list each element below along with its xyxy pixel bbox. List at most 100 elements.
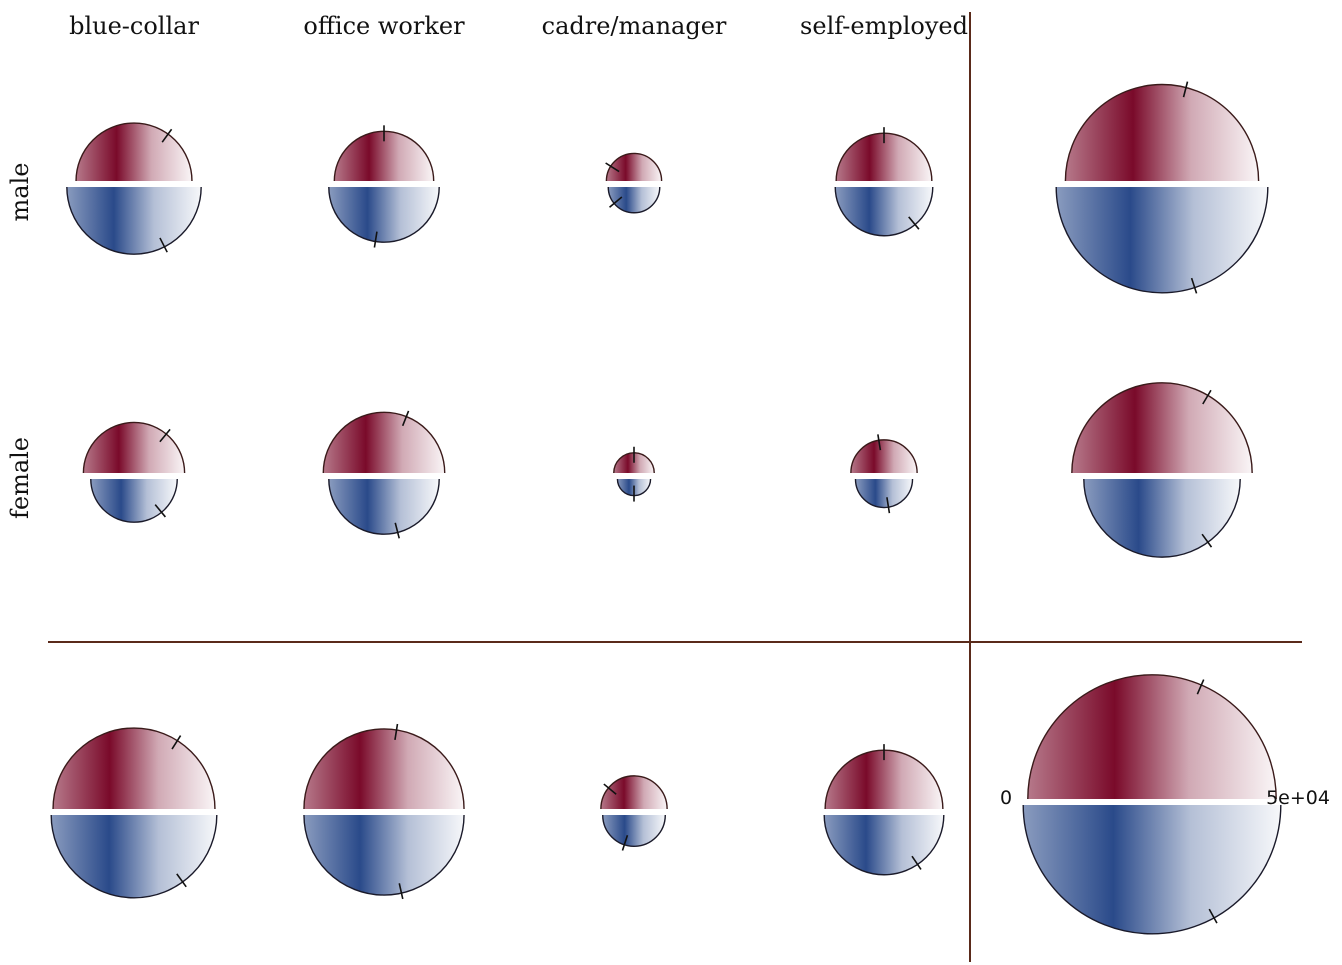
top-tick-male-blue-collar [161,128,173,143]
top-arc-female-self-employed [850,439,918,474]
top-half-total [1027,674,1277,799]
bottom-arc-female-self-employed [854,478,914,509]
top-half-female-self-employed [850,439,918,473]
top-half-margin-cadre-manager [600,775,668,809]
bottom-tick-margin-female [1201,533,1213,548]
bottom-half-female-self-employed [855,479,913,508]
bottom-arc-male-blue-collar [66,186,202,255]
top-tick-female-blue-collar [159,428,171,443]
top-tick-margin-female [1202,389,1212,405]
bottom-tick-male-self-employed [908,216,920,230]
bottom-half-female-office-worker [328,479,440,535]
column-label-office-worker: office worker [303,12,465,40]
top-half-margin-blue-collar [53,728,215,809]
glyph-female-self-employed [850,434,918,514]
bottom-tick-male-office-worker [373,231,378,248]
row-label-female: female [6,437,34,519]
bottom-arc-margin-cadre-manager [602,814,666,847]
bottom-tick-male-cadre-manager [609,196,623,208]
bottom-half-margin-office-worker [303,815,465,896]
bottom-half-male-self-employed [835,187,933,236]
top-arc-margin-blue-collar [52,727,216,810]
bottom-arc-female-office-worker [328,478,440,535]
top-half-margin-office-worker [303,728,465,809]
top-arc-margin-female [1071,382,1253,474]
top-tick-margin-blue-collar [171,735,182,750]
bottom-arc-male-office-worker [328,186,440,243]
glyph-female-office-worker [322,410,446,539]
top-arc-margin-cadre-manager [600,775,668,810]
column-label-blue-collar: blue-collar [69,12,199,40]
top-tick-total [1196,679,1205,695]
bottom-tick-total [1208,908,1218,924]
top-arc-female-office-worker [322,411,446,474]
bottom-half-margin-blue-collar [51,815,217,898]
bottom-tick-margin-self-employed [911,855,922,870]
glyph-female-cadre-manager [613,446,655,502]
top-half-female-blue-collar [83,422,185,473]
top-tick-margin-office-worker [394,723,399,740]
bottom-half-margin-male [1056,187,1268,293]
top-half-margin-female [1071,382,1253,473]
top-arc-male-blue-collar [75,122,193,182]
top-half-margin-male [1065,84,1259,181]
top-tick-margin-cadre-manager [603,783,617,795]
glyph-male-office-worker [328,125,440,248]
top-tick-male-cadre-manager [605,162,620,173]
top-arc-male-cadre-manager [605,152,663,182]
bottom-half-male-blue-collar [66,187,202,255]
bottom-tick-female-blue-collar [154,504,167,518]
top-half-male-blue-collar [76,123,192,181]
top-half-female-office-worker [323,412,445,473]
bottom-arc-male-cadre-manager [607,186,661,214]
scale-max-label: 5e+04 [1266,787,1330,809]
bottom-arc-female-blue-collar [90,478,178,523]
top-arc-margin-office-worker [303,728,465,810]
bottom-tick-female-office-worker [394,522,400,539]
bottom-half-female-blue-collar [90,479,178,523]
bottom-half-total [1023,805,1281,934]
column-label-cadre-manager: cadre/manager [542,12,727,40]
bottom-arc-total [1022,804,1282,935]
top-half-female-cadre-manager [613,452,655,473]
glyph-margin-female [1071,382,1253,558]
bottom-half-male-office-worker [328,187,440,243]
column-label-self-employed: self-employed [800,12,968,40]
bottom-tick-margin-male [1190,277,1198,294]
bottom-arc-male-self-employed [834,186,934,237]
bottom-arc-margin-male [1055,186,1269,294]
top-arc-total [1027,674,1277,800]
top-half-male-cadre-manager [606,153,662,181]
top-tick-margin-male [1182,81,1189,98]
glyph-male-blue-collar [66,122,202,255]
glyph-male-self-employed [834,127,934,237]
top-tick-female-office-worker [401,410,410,427]
bottom-tick-margin-blue-collar [176,873,187,888]
top-half-margin-self-employed [825,750,943,809]
scale-min-label: 0 [1000,787,1012,809]
top-half-male-office-worker [334,131,434,181]
bottom-tick-female-self-employed [886,497,891,514]
glyph-female-blue-collar [82,421,186,523]
bottom-tick-male-blue-collar [159,237,168,253]
top-half-male-self-employed [836,133,932,181]
top-arc-margin-male [1064,83,1260,182]
row-label-male: male [6,163,34,222]
glyph-male-cadre-manager [605,152,663,214]
glyph-margin-self-employed [823,744,945,876]
bottom-arc-margin-blue-collar [50,814,218,899]
glyph-margin-cadre-manager [600,775,668,851]
top-tick-female-self-employed [877,434,882,451]
glyph-margin-male [1055,81,1269,294]
bottom-half-margin-self-employed [824,815,944,875]
glyph-margin-blue-collar [50,727,218,899]
bottom-arc-margin-office-worker [303,814,465,896]
bottom-tick-margin-cadre-manager [621,834,629,851]
glyph-total [1022,674,1282,935]
bottom-half-margin-female [1083,479,1241,558]
bottom-half-margin-cadre-manager [602,815,666,847]
bottom-half-male-cadre-manager [608,187,660,213]
glyph-layer [50,81,1282,935]
top-arc-female-blue-collar [82,421,186,474]
